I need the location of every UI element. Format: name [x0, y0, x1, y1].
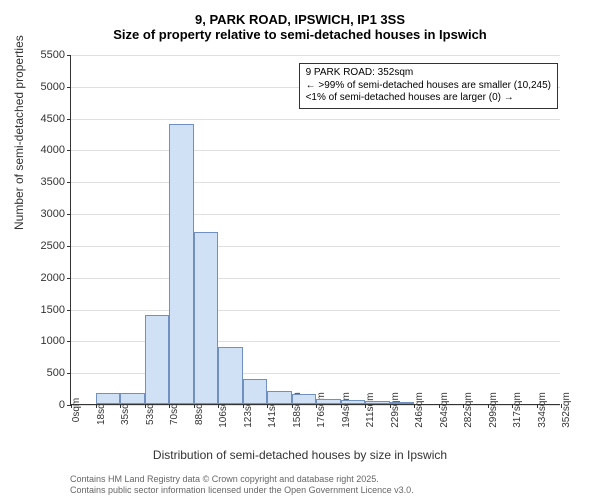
- xtick-label: 0sqm: [71, 398, 82, 422]
- histogram-bar: [390, 402, 415, 404]
- ytick-label: 1500: [41, 304, 65, 316]
- histogram-bar: [169, 124, 194, 404]
- ytick-mark: [67, 373, 71, 374]
- footer: Contains HM Land Registry data © Crown c…: [70, 474, 414, 496]
- annotation-line: <1% of semi-detached houses are larger (…: [306, 92, 551, 105]
- ytick-mark: [67, 341, 71, 342]
- footer-line-1: Contains HM Land Registry data © Crown c…: [70, 474, 414, 485]
- histogram-bar: [218, 347, 243, 404]
- xtick-label: 176sqm: [316, 392, 327, 428]
- ytick-mark: [67, 150, 71, 151]
- xtick-label: 299sqm: [488, 392, 499, 428]
- histogram-bar: [292, 394, 317, 404]
- ytick-mark: [67, 310, 71, 311]
- xtick-label: 282sqm: [463, 392, 474, 428]
- ytick-mark: [67, 182, 71, 183]
- chart-area: 0500100015002000250030003500400045005000…: [70, 55, 560, 405]
- ytick-label: 2500: [41, 240, 65, 252]
- gridline: [71, 214, 560, 215]
- ytick-label: 5000: [41, 81, 65, 93]
- xtick-label: 317sqm: [512, 392, 523, 428]
- xtick-label: 334sqm: [537, 392, 548, 428]
- xtick-label: 211sqm: [365, 393, 376, 428]
- footer-line-2: Contains public sector information licen…: [70, 485, 414, 496]
- ytick-label: 5500: [41, 49, 65, 61]
- xtick-label: 352sqm: [561, 392, 572, 428]
- gridline: [71, 310, 560, 311]
- histogram-bar: [341, 400, 366, 404]
- histogram-bar: [267, 391, 292, 404]
- ytick-label: 4500: [41, 113, 65, 125]
- histogram-bar: [316, 399, 341, 404]
- title-main: 9, PARK ROAD, IPSWICH, IP1 3SS: [0, 0, 600, 27]
- xtick-label: 264sqm: [439, 392, 450, 428]
- ytick-mark: [67, 55, 71, 56]
- ytick-mark: [67, 214, 71, 215]
- ytick-mark: [67, 278, 71, 279]
- histogram-bar: [194, 232, 219, 404]
- xtick-label: 194sqm: [341, 392, 352, 428]
- y-axis-label: Number of semi-detached properties: [12, 35, 26, 230]
- annotation-line: ← >99% of semi-detached houses are small…: [306, 80, 551, 93]
- ytick-label: 2000: [41, 272, 65, 284]
- ytick-label: 4000: [41, 144, 65, 156]
- gridline: [71, 278, 560, 279]
- ytick-label: 1000: [41, 335, 65, 347]
- gridline: [71, 55, 560, 56]
- gridline: [71, 119, 560, 120]
- ytick-mark: [67, 119, 71, 120]
- annotation-line: 9 PARK ROAD: 352sqm: [306, 67, 551, 80]
- ytick-label: 0: [59, 399, 65, 411]
- x-axis-label: Distribution of semi-detached houses by …: [0, 448, 600, 462]
- ytick-label: 3500: [41, 176, 65, 188]
- histogram-bar: [145, 315, 170, 404]
- histogram-bar: [120, 393, 145, 404]
- annotation-box: 9 PARK ROAD: 352sqm← >99% of semi-detach…: [299, 63, 558, 109]
- ytick-label: 3000: [41, 208, 65, 220]
- gridline: [71, 150, 560, 151]
- histogram-bar: [96, 393, 121, 404]
- ytick-mark: [67, 87, 71, 88]
- plot-region: 0500100015002000250030003500400045005000…: [70, 55, 560, 405]
- histogram-bar: [365, 401, 390, 404]
- ytick-label: 500: [47, 367, 65, 379]
- ytick-mark: [67, 246, 71, 247]
- gridline: [71, 182, 560, 183]
- histogram-bar: [243, 379, 268, 404]
- xtick-label: 229sqm: [390, 392, 401, 428]
- gridline: [71, 246, 560, 247]
- xtick-label: 246sqm: [414, 392, 425, 428]
- title-sub: Size of property relative to semi-detach…: [0, 27, 600, 50]
